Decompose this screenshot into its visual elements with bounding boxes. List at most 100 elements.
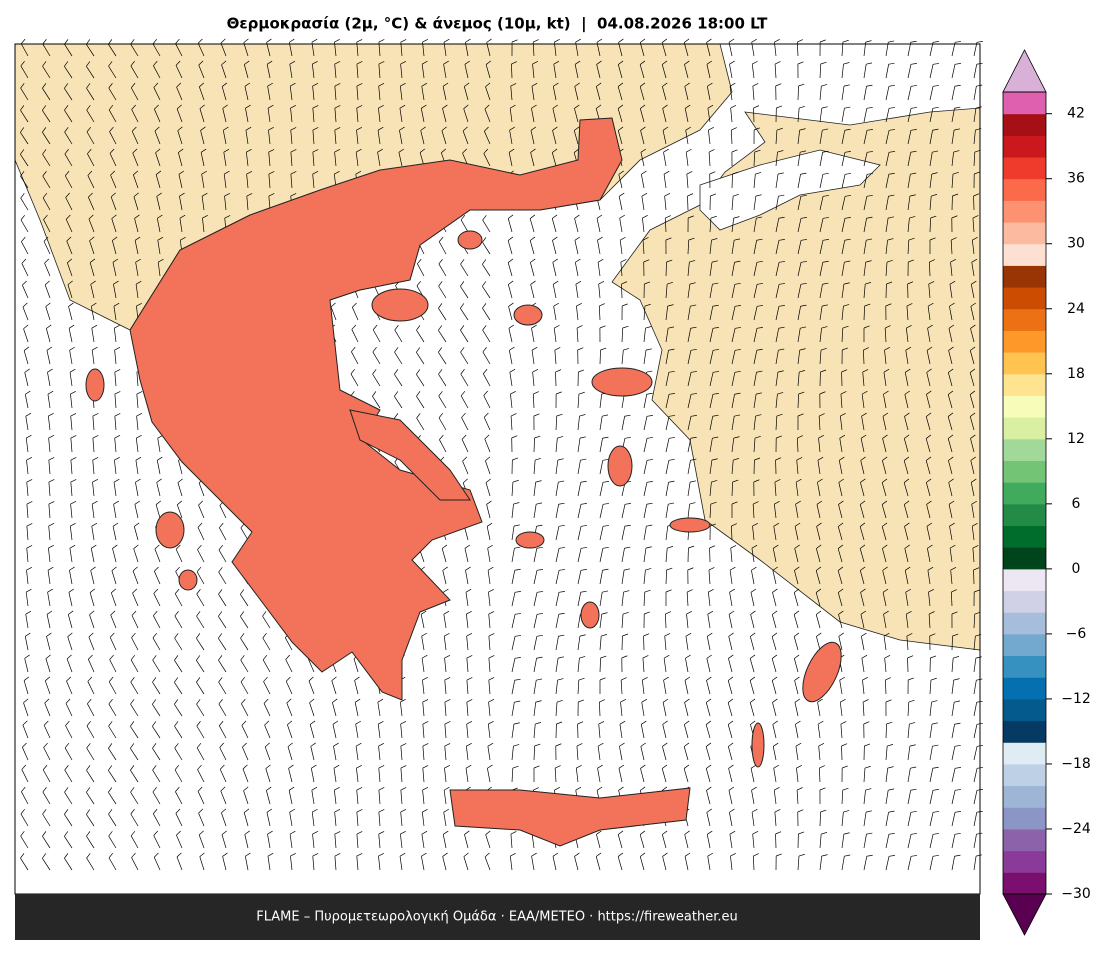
wind-barb [240,616,249,629]
wind-barb [176,108,183,123]
wind-barb-flag [312,105,319,109]
wind-barb [132,592,139,607]
wind-barb-flag [67,632,73,637]
wind-barb-flag [488,699,495,703]
wind-barb [444,768,447,783]
colorbar-tick-label: 0 [1072,561,1081,577]
wind-barb [881,504,887,519]
wind-barb-flag [421,852,427,857]
wind-barb-flag [400,743,407,747]
wind-barb-flag [153,852,159,858]
wind-barb-flag [554,324,560,329]
wind-barb-flag [911,85,918,87]
wind-barb-flag [513,722,520,725]
wind-barb [26,482,29,497]
wind-barb [263,703,271,717]
wind-barb [246,196,249,211]
wind-barb [816,504,821,519]
wind-barb-flag [42,127,47,133]
wind-barb-flag [507,236,514,241]
wind-barb-flag [817,478,823,483]
wind-barb-flag [485,456,491,462]
wind-barb-flag [134,522,140,527]
wind-barb-flag [135,456,142,461]
wind-barb [531,350,535,365]
wind-barb-flag [683,764,690,769]
wind-barb-flag [575,280,582,285]
wind-barb [797,262,802,277]
wind-barb-flag [772,566,778,571]
wind-barb-flag [135,478,141,483]
wind-barb [416,396,425,409]
wind-barb [378,812,381,827]
wind-barb [929,702,932,717]
wind-barb [904,548,909,563]
wind-barb [174,704,183,717]
wind-barb [709,284,713,299]
wind-barb-flag [817,720,824,725]
wind-barb-flag [133,170,139,176]
wind-barb-flag [903,456,910,461]
wind-barb-flag [513,744,520,747]
wind-barb-flag [684,82,690,87]
wind-barb [817,724,821,739]
wind-barb [793,658,799,673]
wind-barb [905,592,909,607]
wind-barb-flag [729,588,735,593]
wind-barb-flag [22,280,27,286]
wind-barb [178,460,183,475]
wind-barb [219,505,227,519]
wind-barb-flag [488,720,494,725]
wind-barb [262,615,271,629]
wind-barb-flag [705,720,712,725]
wind-barb-flag [910,788,917,791]
wind-barb [973,768,978,783]
wind-barb-flag [816,632,822,637]
wind-barb-flag [372,391,377,397]
wind-barb-flag [224,193,231,197]
wind-barb [130,813,139,827]
wind-barb-flag [552,852,559,857]
wind-barb-flag [87,170,93,176]
wind-barb-flag [667,281,673,285]
wind-barb-flag [864,303,871,307]
wind-barb [617,108,623,123]
wind-barb [174,747,183,761]
wind-barb [109,131,117,145]
wind-barb-flag [285,676,291,682]
wind-barb-flag [535,480,542,483]
wind-barb-flag [860,500,866,505]
wind-barb [24,394,29,409]
wind-barb [422,746,425,761]
wind-barb-flag [110,610,116,616]
wind-barb [311,64,315,79]
wind-barb-flag [933,811,940,813]
wind-barb [197,43,205,57]
wind-barb-flag [156,478,162,483]
wind-barb-flag [555,743,562,747]
wind-barb [926,394,931,409]
wind-barb-flag [20,38,26,44]
wind-barb-flag [774,61,781,65]
wind-barb-flag [798,853,805,857]
wind-barb [174,726,183,739]
wind-barb [905,614,909,629]
wind-barb-flag [422,699,429,703]
wind-barb-flag [578,699,584,703]
wind-barb-flag [927,302,934,307]
wind-barb-flag [580,480,587,483]
wind-barb-flag [925,434,932,439]
wind-barb [926,526,931,541]
wind-barb [599,636,602,651]
colorbar-tick-label: 12 [1067,431,1085,447]
wind-barb-flag [623,348,630,351]
wind-barb-flag [954,84,961,87]
wind-barb-flag [460,214,466,221]
wind-barb [727,724,733,739]
wind-barb [157,240,161,255]
wind-barb-flag [889,129,896,131]
wind-barb-flag [515,613,522,615]
wind-barb-flag [886,721,893,725]
colorbar-band [1003,547,1046,570]
wind-barb [48,526,51,541]
